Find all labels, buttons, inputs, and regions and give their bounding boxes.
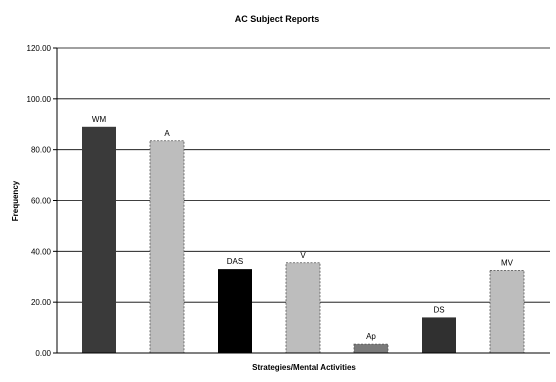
bar-label-mv: MV — [501, 258, 514, 267]
y-axis-ticks: 0.00 20.00 40.00 60.00 80.00 100.00 120.00 — [27, 44, 57, 358]
y-tick-label: 0.00 — [35, 349, 51, 358]
bar-label-a: A — [164, 129, 170, 138]
bar-label-v: V — [300, 251, 306, 260]
x-axis-label: Strategies/Mental Activities — [252, 363, 356, 372]
bar-wm — [82, 126, 116, 354]
bar-label-ds: DS — [433, 305, 444, 314]
y-tick-label: 120.00 — [27, 44, 52, 53]
bar-ap — [353, 343, 389, 354]
y-tick-label: 80.00 — [31, 146, 52, 155]
bar-ds — [422, 317, 456, 353]
y-tick-label: 20.00 — [31, 298, 52, 307]
y-tick-label: 40.00 — [31, 247, 52, 256]
bar-mv — [489, 269, 525, 354]
y-tick-label: 60.00 — [31, 197, 52, 206]
bar-a — [149, 140, 185, 354]
y-axis-label: Frequency — [11, 180, 20, 221]
bars — [82, 126, 525, 354]
bar-das — [218, 269, 252, 353]
data-labels: WM A DAS V Ap DS MV — [92, 115, 514, 341]
bar-label-ap: Ap — [366, 332, 376, 341]
bar-label-das: DAS — [227, 257, 243, 266]
chart-title: AC Subject Reports — [235, 14, 320, 24]
bar-label-wm: WM — [92, 115, 107, 124]
gridlines — [57, 47, 550, 303]
bar-v — [285, 262, 321, 354]
y-tick-label: 100.00 — [27, 95, 52, 104]
